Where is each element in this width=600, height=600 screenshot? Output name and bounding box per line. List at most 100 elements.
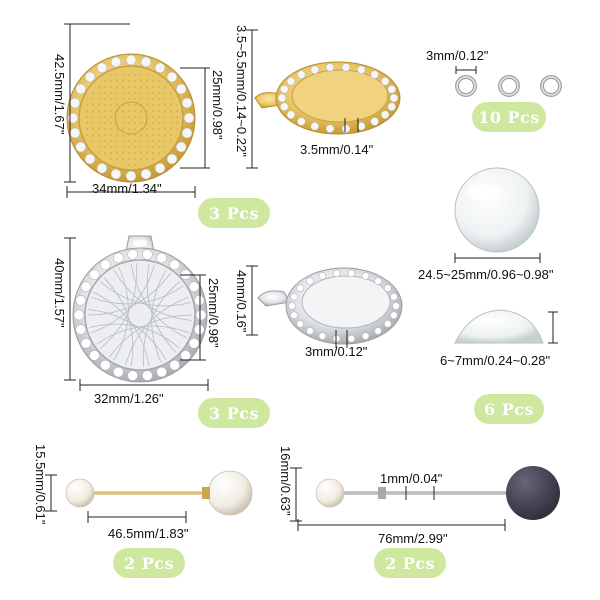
swirl-line	[89, 323, 181, 349]
rhinestone	[193, 295, 205, 306]
gold-tray-side-dimensions	[246, 29, 359, 169]
rhinestone	[389, 93, 399, 103]
pearl-brooch-quantity-badge: 2 Pcs	[113, 548, 185, 578]
gold-tray-front-dimensions	[64, 23, 210, 198]
rhinestone	[325, 124, 335, 133]
rhinestone	[96, 62, 108, 74]
rhinestone	[84, 153, 96, 165]
purple-brooch-length-label: 76mm/2.99"	[378, 531, 448, 546]
rhinestone	[110, 168, 122, 180]
rhinestone	[80, 338, 92, 349]
rhinestone	[310, 65, 320, 75]
rhinestone	[166, 153, 178, 165]
purple-brooch-dimensions	[290, 467, 506, 531]
rhinestone	[195, 309, 207, 321]
rhinestone	[347, 269, 356, 278]
rhinestone	[181, 127, 193, 139]
rhinestone	[180, 350, 191, 361]
rhinestone	[75, 141, 87, 153]
rhinestone	[356, 121, 366, 131]
rhinestone	[279, 84, 289, 94]
glass-cabochon-quantity-badge: 6 Pcs	[474, 394, 544, 424]
swirl-line	[88, 309, 167, 361]
silver-tray-side	[257, 267, 403, 345]
silver-tray-depth-label: 4mm/0.16"	[234, 270, 249, 333]
rhinestone	[140, 168, 152, 180]
purple-brooch-pin-label: 1mm/0.04"	[380, 471, 443, 486]
rhinestone	[277, 93, 287, 103]
rhinestone	[387, 84, 397, 94]
rhinestone	[69, 97, 81, 109]
rhinestone	[188, 338, 200, 349]
rhinestone	[286, 76, 296, 86]
swirl-line	[151, 269, 167, 363]
rhinestone	[290, 311, 298, 320]
pearl-brooch-length-label: 46.5mm/1.83"	[108, 526, 189, 541]
gold-tray-front	[66, 53, 196, 183]
rhinestone	[125, 170, 137, 182]
swirl-line	[125, 296, 190, 366]
rhinestone	[154, 162, 166, 174]
gold-tray-depth-label: 3.5~5.5mm/0.14~0.22"	[234, 25, 249, 157]
rhinestone	[154, 62, 166, 74]
rhinestone	[127, 249, 138, 260]
rhinestone	[390, 292, 398, 301]
swirl-line	[142, 281, 181, 367]
swirl-line	[130, 263, 187, 339]
rhinestone	[380, 110, 390, 120]
rhinestone	[140, 56, 152, 68]
silver-tray-inner-label: 25mm/0.98"	[206, 278, 221, 348]
rhinestone	[169, 359, 180, 371]
silver-tray-front	[72, 235, 208, 383]
rhinestone	[166, 71, 178, 83]
rhinestone	[361, 272, 370, 280]
rhinestone	[175, 141, 187, 153]
rhinestone	[96, 162, 108, 174]
jump-ring-dimension	[455, 66, 477, 74]
silver-tray-front-dimensions	[64, 237, 209, 391]
rhinestone	[374, 327, 382, 335]
rhinestone	[100, 259, 111, 271]
swirl-line	[113, 267, 129, 361]
swirl-line	[99, 281, 191, 307]
rhinestone	[380, 76, 390, 86]
swirl-line	[93, 291, 150, 367]
rhinestone	[69, 127, 81, 139]
rhinestone	[296, 320, 305, 328]
rhinestone	[296, 284, 305, 292]
jump-ring-quantity-badge: 10 Pcs	[472, 102, 546, 132]
rhinestone	[127, 370, 138, 381]
glass-cabochon-top	[454, 167, 540, 253]
pearl-brooch-height-label: 15.5mm/0.61"	[33, 444, 48, 525]
swirl-line	[146, 263, 177, 353]
rhinestone	[392, 302, 400, 310]
rhinestone	[156, 366, 167, 378]
gold-tray-width-label: 34mm/1.34"	[92, 181, 162, 196]
rhinestone	[73, 309, 85, 321]
rhinestone	[75, 295, 87, 306]
rhinestone	[183, 112, 195, 124]
swirl-line	[96, 325, 190, 345]
rhinestone	[297, 117, 306, 126]
rhinestone	[80, 281, 92, 292]
rhinestone	[332, 334, 341, 343]
rhinestone	[175, 83, 187, 95]
rhinestone	[169, 259, 180, 271]
rhinestone	[383, 284, 392, 292]
glass-cabochon-thickness-label: 6~7mm/0.24~0.28"	[440, 353, 551, 368]
gold-tray-side	[254, 61, 401, 135]
silver-tray-width-label: 32mm/1.26"	[94, 391, 164, 406]
rhinestone	[390, 311, 398, 320]
swirl-line	[103, 277, 134, 367]
rhinestone	[341, 63, 351, 72]
rhinestone	[113, 252, 124, 264]
pearl-brooch-dimensions	[45, 474, 187, 523]
rhinestone	[325, 63, 335, 72]
glass-cabochon-thickness-dimension	[548, 311, 558, 344]
rhinestone	[341, 124, 351, 133]
rhinestone	[193, 324, 205, 335]
swirl-line	[113, 269, 192, 321]
rhinestone	[89, 350, 100, 361]
